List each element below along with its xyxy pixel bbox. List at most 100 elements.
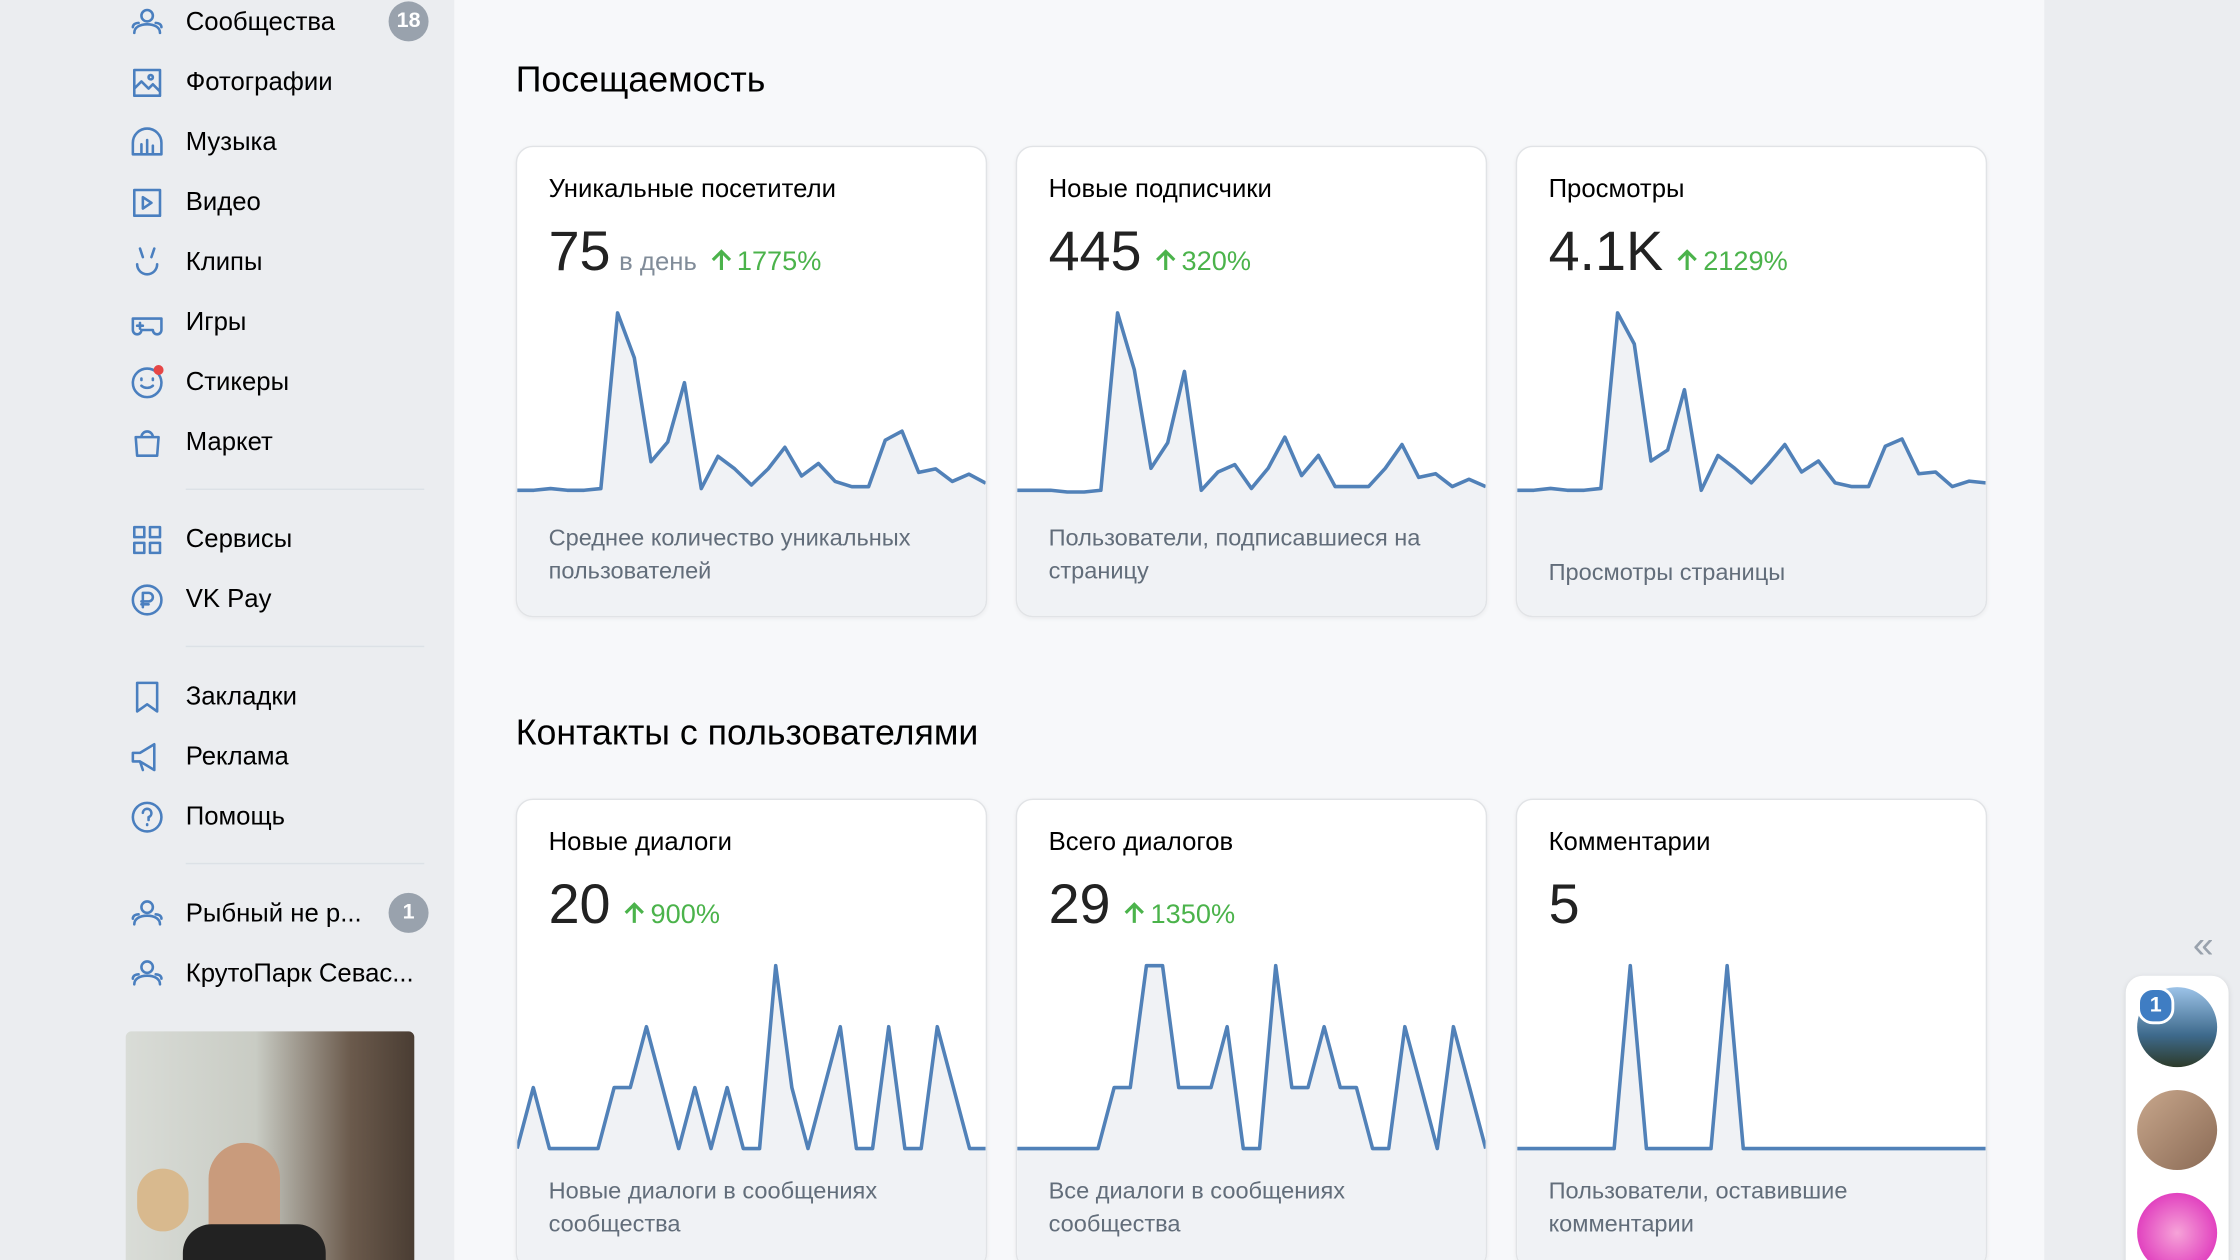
card-title: Просмотры (1548, 174, 1685, 203)
up-arrow (625, 902, 645, 923)
menu-item[interactable]: Игры (126, 300, 433, 343)
menu-icon (132, 188, 162, 217)
card-description: Просмотры страницы (1548, 559, 1786, 586)
section-title: Посещаемость (515, 59, 766, 100)
sparkline-area (1017, 312, 1486, 616)
card-description: Пользователи, оставившие комментарии (1548, 1178, 1848, 1238)
avatar[interactable] (2137, 1192, 2218, 1260)
separator (185, 645, 425, 648)
card-description: Все диалоги в сообщениях сообщества (1048, 1178, 1346, 1238)
menu-label: VK Pay (185, 584, 272, 613)
menu-item[interactable]: Маркет (126, 420, 433, 463)
menu-item[interactable]: Помощь (126, 794, 433, 837)
arrow-shape (625, 902, 645, 923)
card-value-row: 29 1350% (1049, 874, 1236, 937)
menu-icon (131, 960, 163, 986)
menu-label: Рыбный не р... (185, 898, 362, 928)
separator (185, 862, 425, 865)
sparkline (517, 311, 986, 616)
menu-icon (135, 681, 159, 713)
menu-label: Музыка (185, 127, 277, 156)
icon-shape (131, 127, 163, 156)
card-title: Всего диалогов (1048, 827, 1234, 856)
sparkline-area (1517, 312, 1986, 616)
menu-item[interactable]: Стикеры (126, 360, 433, 403)
sparkline-area (517, 312, 986, 616)
icon-shape (131, 317, 163, 336)
menu-label: Сервисы (185, 524, 293, 553)
card-change: 320% (1156, 247, 1251, 277)
card-description: Новые диалоги в сообщениях сообщества (548, 1178, 878, 1238)
menu-item[interactable]: Клипы (126, 240, 433, 283)
icon-shape (131, 960, 163, 986)
change-text: 1775% (736, 247, 822, 278)
menu-badge: 18 (388, 1, 429, 42)
menu-badge: 1 (388, 892, 429, 933)
menu-item[interactable]: Реклама (126, 734, 433, 777)
collapse-button[interactable]: « (2192, 922, 2214, 966)
arrow-shape (1125, 902, 1145, 923)
story-photo[interactable] (125, 1031, 415, 1260)
stat-card[interactable]: Новые подписчики 445 320% Пользователи, под… (1015, 145, 1488, 618)
sparkline (517, 963, 986, 1260)
sparkline-line (1017, 311, 1486, 494)
change-text: 900% (650, 899, 720, 930)
separator (185, 488, 425, 490)
change-text: 2129% (1703, 247, 1788, 278)
unread-badge: 1 (2137, 987, 2175, 1025)
menu-item[interactable]: VK Pay (126, 577, 433, 620)
sparkline-line (1517, 963, 1986, 1151)
sparkline (1017, 963, 1486, 1260)
sparkline-area (517, 965, 986, 1260)
avatar[interactable] (2137, 1089, 2218, 1170)
menu-item[interactable]: Видео (126, 180, 433, 223)
up-arrow (1677, 249, 1698, 270)
stat-card[interactable]: Новые диалоги 20 900% Новые диалоги в сообщ… (515, 798, 988, 1260)
menu-label: Клипы (185, 247, 263, 276)
menu-icon (131, 8, 163, 35)
icon-shape (132, 188, 162, 217)
icon-shape (134, 430, 160, 457)
notification-dot (153, 364, 164, 375)
card-value-row: 4.1K 2129% (1549, 221, 1788, 284)
icon-shape (131, 584, 163, 616)
icon-shape (132, 525, 162, 555)
icon-shape (132, 68, 162, 97)
card-value-row: 20 900% (549, 874, 720, 937)
menu-item[interactable]: КрутоПарк Севас... (126, 951, 433, 994)
card-title: Уникальные посетители (548, 174, 836, 203)
menu-item[interactable]: Сервисы (126, 517, 433, 560)
menu-item[interactable]: Закладки (126, 674, 433, 717)
card-value-row: 75 в день 1775% (549, 221, 822, 284)
card-value: 4.1K (1548, 221, 1664, 283)
sparkline-area (1517, 965, 1986, 1260)
menu-label: Фотографии (185, 67, 333, 96)
change-text: 320% (1181, 247, 1251, 278)
card-change: 2129% (1677, 247, 1788, 278)
stat-card[interactable]: Просмотры 4.1K 2129% Просмотры страницы (1515, 145, 1988, 618)
icon-shape (131, 367, 163, 399)
up-arrow (711, 249, 731, 270)
menu-label: Видео (185, 187, 261, 216)
menu-item[interactable]: Музыка (126, 120, 433, 163)
menu-label: Сообщества (185, 7, 336, 36)
stat-card[interactable]: Комментарии 5 Пользователи, оставившие ком… (1515, 798, 1988, 1260)
sparkline-line (1017, 963, 1486, 1151)
menu-item[interactable]: Сообщества 18 (126, 0, 433, 43)
stat-card[interactable]: Уникальные посетители 75 в день 1775% Средне… (515, 145, 988, 618)
stat-card[interactable]: Всего диалогов 29 1350% Все диалоги в сообщ… (1015, 798, 1488, 1260)
card-value-row: 5 (1549, 874, 1580, 937)
menu-icon (132, 525, 162, 555)
menu-icon (131, 127, 163, 156)
card-value: 5 (1548, 874, 1580, 936)
card-description: Пользователи, подписавшиеся на страницу (1048, 525, 1421, 585)
card-value: 20 (548, 874, 611, 936)
menu-label: Реклама (185, 741, 289, 770)
icon-shape (131, 8, 163, 35)
card-title: Новые подписчики (1048, 174, 1272, 203)
menu-item[interactable]: Рыбный не р... 1 (126, 891, 433, 934)
menu-item[interactable]: Фотографии (126, 60, 433, 103)
sparkline-line (517, 311, 986, 493)
arrow-shape (1677, 249, 1698, 270)
